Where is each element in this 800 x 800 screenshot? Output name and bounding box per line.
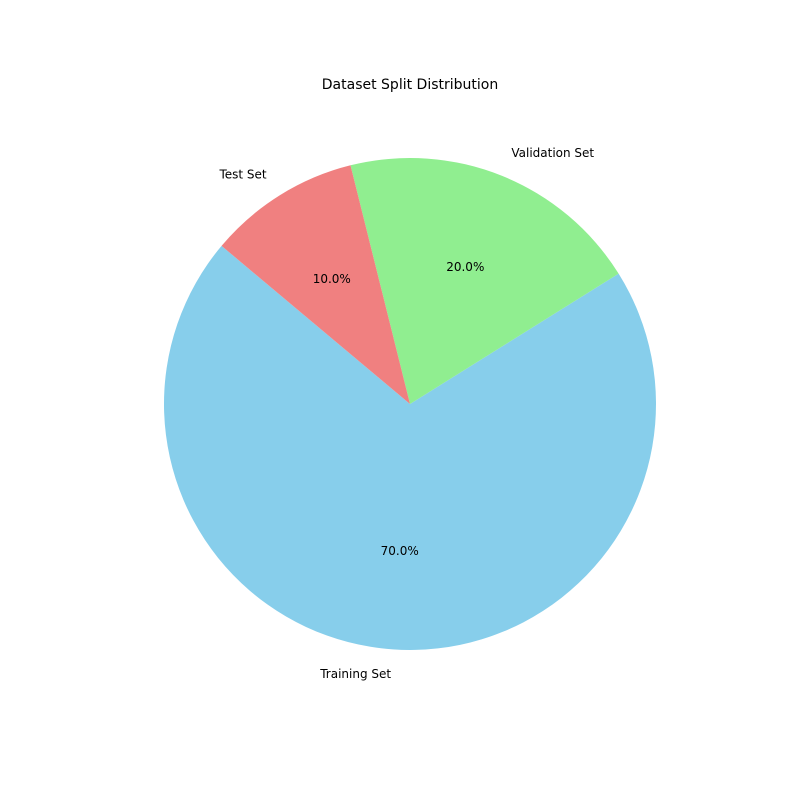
slice-label: Test Set xyxy=(218,168,266,182)
pie-labels: Training Set 70.0% Validation Set 20.0% Test… xyxy=(218,146,594,681)
slice-percentage-label: 20.0% xyxy=(446,260,484,274)
slice-label: Validation Set xyxy=(511,146,594,160)
chart-title: Dataset Split Distribution xyxy=(322,77,498,93)
slice-percentage-label: 10.0% xyxy=(313,272,351,286)
pie-slices xyxy=(163,158,656,650)
slice-percentage-label: 70.0% xyxy=(381,544,419,558)
pie-slice-validation-set xyxy=(350,158,619,404)
pie-slice-test-set xyxy=(221,165,410,404)
pie-slice-training-set xyxy=(163,245,656,650)
slice-label: Training Set xyxy=(319,667,391,681)
